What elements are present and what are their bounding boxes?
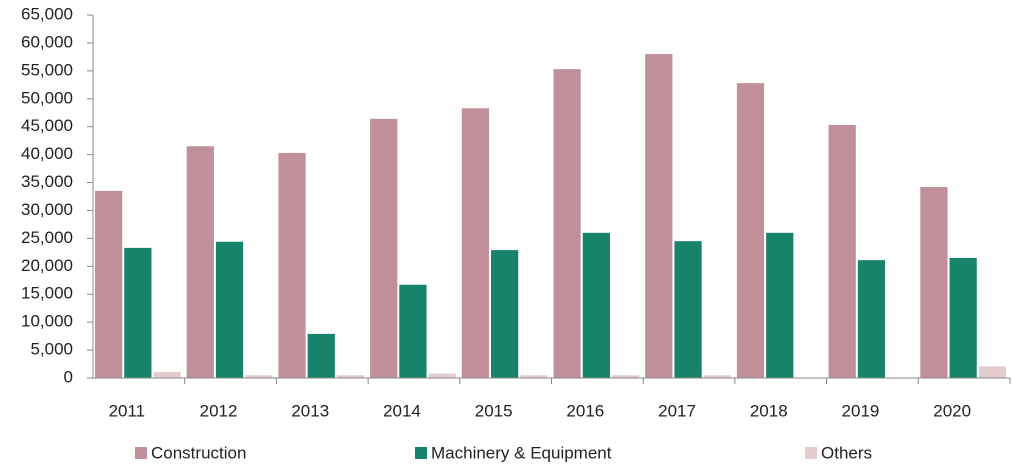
y-tick-label: 50,000 xyxy=(21,88,73,107)
y-tick-label: 65,000 xyxy=(21,4,73,23)
bar xyxy=(611,375,640,378)
y-tick-label: 55,000 xyxy=(21,60,73,79)
y-tick-label: 45,000 xyxy=(21,116,73,135)
bar xyxy=(124,247,152,378)
x-tick-label: 2014 xyxy=(383,401,421,420)
bar xyxy=(978,366,1006,378)
bar xyxy=(461,108,490,379)
bar xyxy=(857,260,886,378)
bar xyxy=(186,146,214,378)
y-tick-label: 10,000 xyxy=(21,312,73,331)
y-tick-label: 5,000 xyxy=(30,340,73,359)
y-tick-label: 35,000 xyxy=(21,172,73,191)
y-tick-label: 25,000 xyxy=(21,228,73,247)
bar xyxy=(520,375,548,378)
legend-swatch xyxy=(135,447,147,459)
legend-label: Machinery & Equipment xyxy=(431,443,612,462)
bar xyxy=(553,69,581,378)
y-tick-label: 20,000 xyxy=(21,256,73,275)
bar xyxy=(278,152,306,378)
bar xyxy=(766,232,794,378)
bar xyxy=(582,232,610,378)
legend-swatch xyxy=(415,447,427,459)
legend-label: Others xyxy=(821,443,872,462)
bar xyxy=(215,241,244,378)
x-tick-label: 2018 xyxy=(750,401,788,420)
y-tick-label: 15,000 xyxy=(21,284,73,303)
x-tick-label: 2012 xyxy=(200,401,238,420)
bar xyxy=(645,54,673,378)
y-tick-label: 0 xyxy=(64,367,73,386)
x-tick-label: 2019 xyxy=(842,401,880,420)
bar xyxy=(153,371,181,378)
y-tick-label: 30,000 xyxy=(21,200,73,219)
bar xyxy=(336,375,365,378)
x-tick-label: 2011 xyxy=(109,401,146,420)
bar xyxy=(307,333,335,378)
x-tick-label: 2017 xyxy=(658,401,696,420)
bar xyxy=(491,250,519,378)
bar xyxy=(736,83,765,378)
x-tick-label: 2013 xyxy=(291,401,329,420)
legend-swatch xyxy=(805,447,817,459)
y-tick-label: 60,000 xyxy=(21,32,73,51)
x-tick-label: 2020 xyxy=(933,401,971,420)
y-tick-label: 40,000 xyxy=(21,144,73,163)
bar xyxy=(828,125,856,378)
x-tick-label: 2016 xyxy=(566,401,604,420)
bar xyxy=(399,284,427,378)
bar xyxy=(245,375,273,378)
bar xyxy=(674,241,702,378)
bar xyxy=(95,190,123,378)
bar xyxy=(370,118,398,379)
bar xyxy=(703,375,731,378)
legend-label: Construction xyxy=(151,443,246,462)
bar xyxy=(949,257,977,378)
bar xyxy=(428,373,456,378)
x-tick-label: 2015 xyxy=(475,401,513,420)
bar xyxy=(920,187,948,378)
